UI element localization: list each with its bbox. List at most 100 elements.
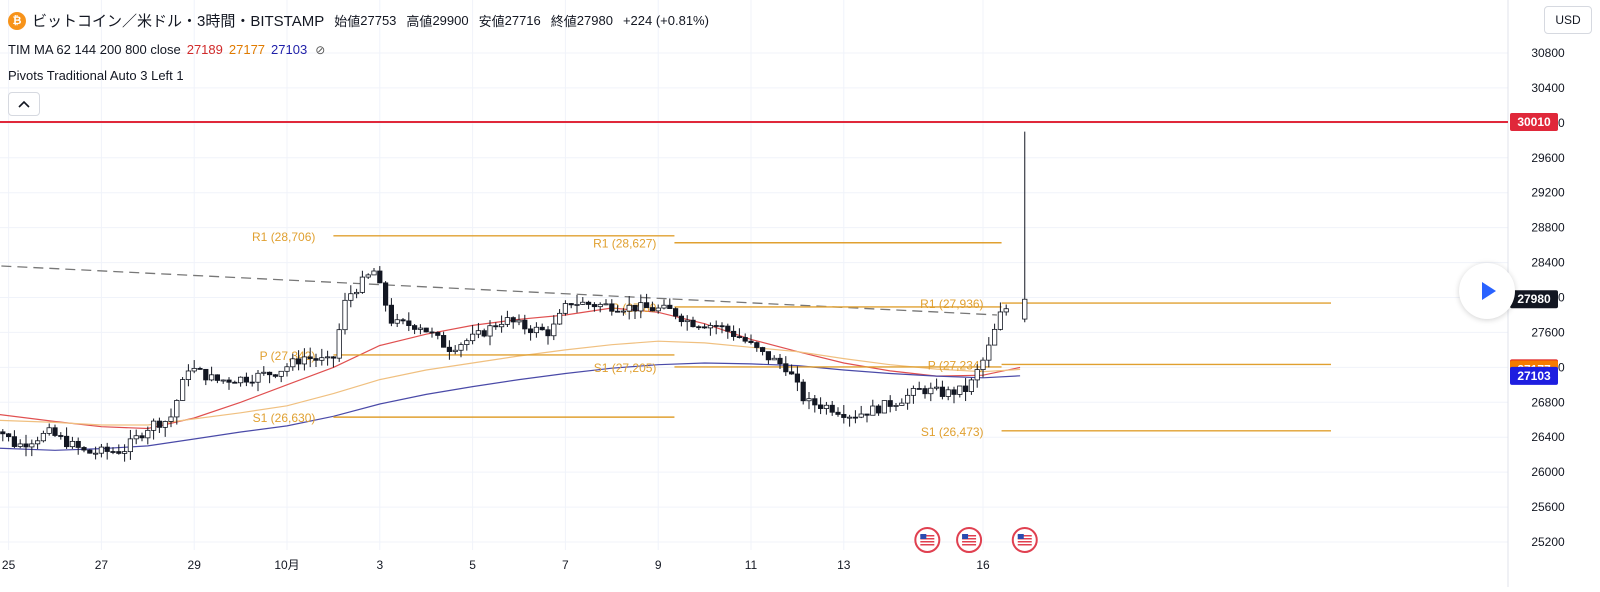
- candle-body: [359, 276, 366, 293]
- candle-body: [284, 366, 290, 372]
- candle-body: [98, 446, 104, 454]
- candle-body: [388, 304, 395, 324]
- y-tick-label: 27600: [1531, 325, 1565, 339]
- candle-body: [852, 416, 859, 419]
- candle-body: [580, 301, 586, 305]
- candle-body: [226, 379, 232, 383]
- pivot-label: S1 (26,630): [253, 411, 316, 425]
- candle-body: [823, 404, 830, 409]
- candle-body: [249, 381, 255, 384]
- us-flag-icon[interactable]: [914, 527, 941, 553]
- candle-body: [528, 328, 534, 334]
- candle-body: [208, 374, 215, 381]
- candle-body: [139, 435, 145, 439]
- candle-body: [290, 358, 296, 368]
- y-tick-label: 29600: [1531, 151, 1565, 165]
- candle-body: [968, 379, 975, 392]
- candle-body: [731, 330, 737, 337]
- symbol-title[interactable]: ビットコイン／米ドル・3時間・BITSTAMP: [32, 13, 325, 30]
- trend-line[interactable]: [0, 265, 997, 316]
- candle-body: [319, 357, 325, 361]
- candle-body: [377, 270, 383, 284]
- candle-body: [864, 413, 870, 416]
- candle-body: [122, 451, 128, 454]
- currency-button[interactable]: USD: [1544, 6, 1592, 34]
- y-tick-label: 28400: [1531, 256, 1565, 270]
- collapse-legend-button[interactable]: [8, 92, 40, 116]
- play-icon: [1482, 282, 1496, 300]
- candle-body: [429, 331, 435, 334]
- candle-body: [6, 433, 12, 438]
- candle-body: [667, 304, 673, 309]
- candle-body: [899, 402, 905, 406]
- candle-body: [684, 319, 690, 323]
- x-tick-label: 11: [745, 558, 758, 572]
- play-button[interactable]: [1459, 263, 1515, 319]
- candle-body: [145, 429, 151, 439]
- candle-body: [597, 303, 603, 308]
- candle-body: [342, 299, 348, 331]
- candle-body: [301, 356, 308, 365]
- candle-body: [568, 303, 574, 306]
- us-flag-stripe: [920, 541, 935, 543]
- candle-body: [69, 440, 75, 448]
- y-tick-label: 26400: [1531, 430, 1565, 444]
- candle-body: [330, 356, 337, 359]
- candle-body: [35, 440, 41, 445]
- candle-body: [324, 356, 331, 359]
- candle-body: [127, 438, 133, 453]
- candle-body: [638, 302, 644, 312]
- close-value: 27980: [576, 13, 613, 28]
- y-tick-label: 25600: [1531, 500, 1565, 514]
- candle-body: [307, 356, 313, 359]
- pivots-legend[interactable]: Pivots Traditional Auto 3 Left 1: [8, 68, 184, 83]
- candle-body: [272, 374, 279, 377]
- candle-body: [255, 372, 261, 383]
- candle-body: [736, 336, 743, 338]
- price-badge-label: 27980: [1517, 292, 1551, 306]
- candle-body: [417, 327, 424, 330]
- candle-body: [382, 282, 389, 306]
- candle-body: [278, 370, 284, 377]
- change-value: +224 (+0.81%): [622, 13, 709, 28]
- high-label: 高値: [406, 14, 433, 29]
- candle-body: [46, 427, 52, 434]
- candle-body: [156, 420, 162, 428]
- candle-body: [52, 427, 58, 436]
- ma-title[interactable]: TIM MA 62 144 200 800 close: [8, 42, 181, 57]
- candle-body: [266, 371, 273, 376]
- candle-body: [841, 414, 847, 418]
- candle-body: [446, 346, 453, 352]
- us-flag-canton: [920, 534, 927, 539]
- us-flag-icon[interactable]: [1011, 527, 1038, 553]
- y-tick-label: 26000: [1531, 465, 1565, 479]
- candle-body: [336, 329, 342, 359]
- y-tick-label: 25200: [1531, 535, 1565, 549]
- ma-legend[interactable]: TIM MA 62 144 200 800 close 27189 27177 …: [8, 42, 325, 57]
- symbol-legend: ₿ ビットコイン／米ドル・3時間・BITSTAMP 始値 27753 高値 2990…: [8, 10, 709, 31]
- candle-body: [997, 311, 1004, 330]
- eye-off-icon[interactable]: ⊘: [315, 42, 326, 57]
- us-flag-stripe: [1017, 538, 1032, 540]
- us-flag-stripe: [1017, 541, 1032, 543]
- candle-body: [696, 326, 702, 329]
- candle-body: [644, 302, 650, 308]
- candle-body: [214, 374, 220, 381]
- candle-body: [440, 335, 447, 348]
- candle-body: [423, 327, 429, 333]
- candle-body: [75, 440, 81, 448]
- low-label: 安値: [478, 14, 505, 29]
- candle-body: [963, 385, 969, 392]
- pivots-title[interactable]: Pivots Traditional Auto 3 Left 1: [8, 68, 184, 83]
- us-flag-stripe: [962, 544, 977, 546]
- us-flag-stripe: [962, 541, 977, 543]
- x-tick-label: 13: [837, 558, 851, 572]
- us-flag-stripe: [962, 538, 977, 540]
- x-tick-label: 29: [188, 558, 202, 572]
- candle-body: [719, 325, 725, 328]
- candle-body: [353, 291, 360, 295]
- candle-body: [150, 420, 157, 431]
- us-flag-icon[interactable]: [956, 527, 983, 553]
